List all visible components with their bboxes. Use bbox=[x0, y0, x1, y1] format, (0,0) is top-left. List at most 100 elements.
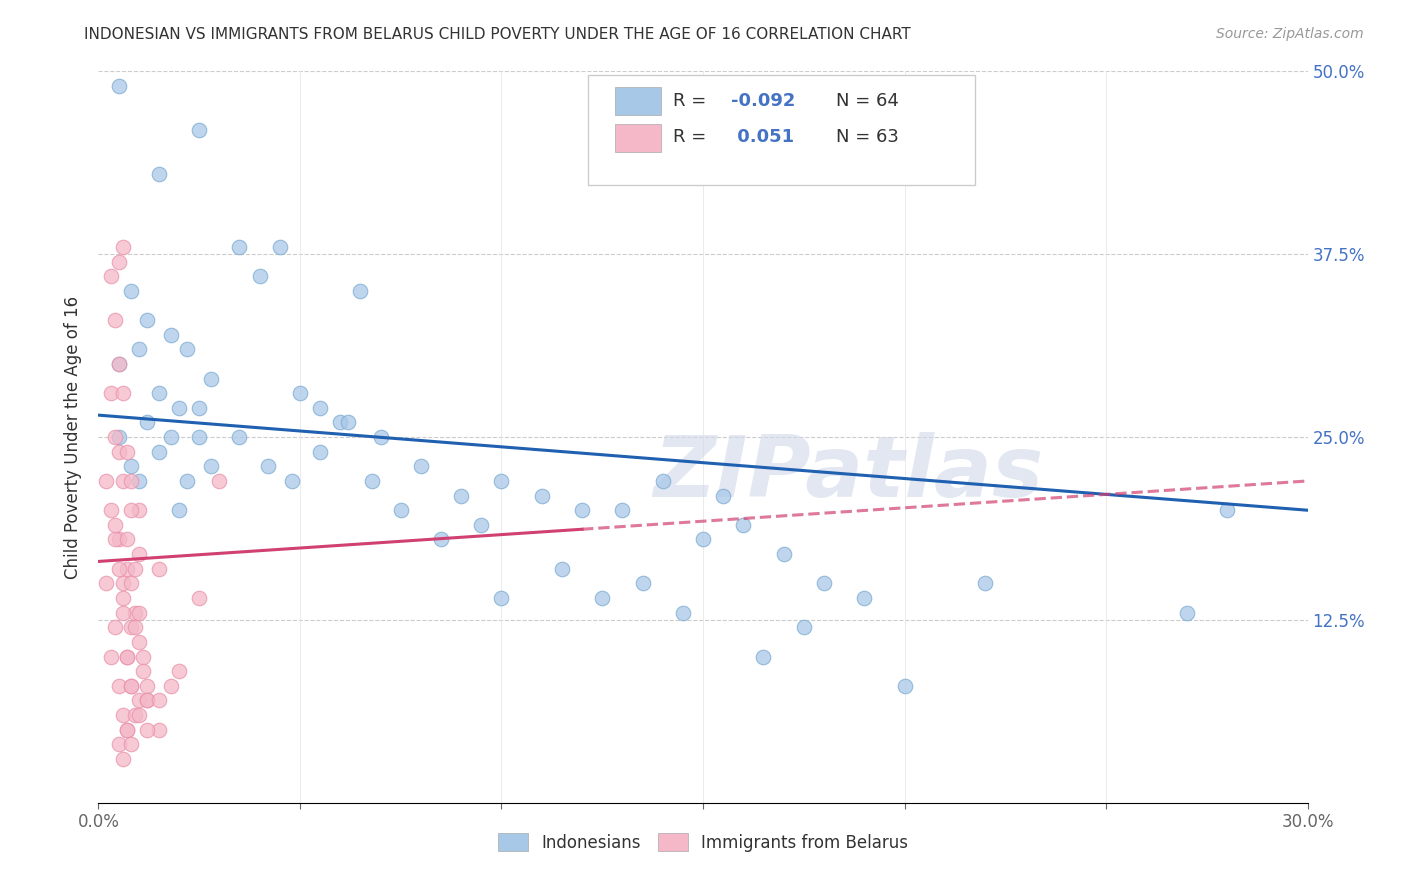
Text: R =: R = bbox=[672, 128, 711, 146]
Legend: Indonesians, Immigrants from Belarus: Indonesians, Immigrants from Belarus bbox=[489, 825, 917, 860]
Point bbox=[176, 474, 198, 488]
Point bbox=[591, 591, 613, 605]
Point bbox=[128, 693, 150, 707]
Point bbox=[128, 547, 150, 561]
Point bbox=[132, 664, 155, 678]
Point bbox=[450, 489, 472, 503]
Point bbox=[103, 533, 125, 547]
Point bbox=[711, 489, 734, 503]
Point bbox=[115, 723, 138, 737]
Point bbox=[409, 459, 432, 474]
FancyBboxPatch shape bbox=[588, 75, 976, 185]
Point bbox=[167, 664, 190, 678]
Point bbox=[370, 430, 392, 444]
Point bbox=[103, 517, 125, 532]
Point bbox=[793, 620, 815, 634]
Text: R =: R = bbox=[672, 92, 711, 110]
Point bbox=[188, 430, 211, 444]
Point bbox=[200, 371, 222, 385]
Point bbox=[107, 562, 129, 576]
Point bbox=[329, 416, 352, 430]
Text: 0.051: 0.051 bbox=[731, 128, 794, 146]
Point bbox=[115, 562, 138, 576]
FancyBboxPatch shape bbox=[614, 87, 661, 115]
Point bbox=[208, 474, 231, 488]
Point bbox=[530, 489, 553, 503]
Point bbox=[309, 444, 332, 458]
Point bbox=[167, 401, 190, 415]
Point bbox=[491, 474, 513, 488]
Point bbox=[176, 343, 198, 357]
Point bbox=[128, 606, 150, 620]
Point bbox=[148, 562, 170, 576]
Point bbox=[103, 313, 125, 327]
Point bbox=[111, 591, 134, 605]
Point bbox=[111, 606, 134, 620]
Point bbox=[160, 327, 183, 342]
Point bbox=[120, 576, 142, 591]
FancyBboxPatch shape bbox=[614, 124, 661, 152]
Y-axis label: Child Poverty Under the Age of 16: Child Poverty Under the Age of 16 bbox=[65, 295, 83, 579]
Point bbox=[1175, 606, 1198, 620]
Point bbox=[103, 620, 125, 634]
Point bbox=[148, 723, 170, 737]
Point bbox=[100, 386, 122, 401]
Point bbox=[893, 679, 915, 693]
Point bbox=[100, 503, 122, 517]
Point bbox=[160, 679, 183, 693]
Text: ZIPatlas: ZIPatlas bbox=[652, 432, 1043, 516]
Point bbox=[672, 606, 695, 620]
Point bbox=[115, 649, 138, 664]
Point bbox=[269, 240, 291, 254]
Point bbox=[107, 444, 129, 458]
Point bbox=[631, 576, 654, 591]
Point bbox=[200, 459, 222, 474]
Point bbox=[111, 240, 134, 254]
Point bbox=[128, 503, 150, 517]
Text: N = 63: N = 63 bbox=[837, 128, 898, 146]
Point bbox=[120, 284, 142, 298]
Point bbox=[107, 254, 129, 268]
Point bbox=[100, 269, 122, 284]
Point bbox=[188, 401, 211, 415]
Point bbox=[148, 693, 170, 707]
Point bbox=[128, 343, 150, 357]
Point bbox=[281, 474, 304, 488]
Point bbox=[389, 503, 412, 517]
Point bbox=[160, 430, 183, 444]
Point bbox=[120, 679, 142, 693]
Point bbox=[974, 576, 997, 591]
Point bbox=[115, 723, 138, 737]
Text: INDONESIAN VS IMMIGRANTS FROM BELARUS CHILD POVERTY UNDER THE AGE OF 16 CORRELAT: INDONESIAN VS IMMIGRANTS FROM BELARUS CH… bbox=[84, 27, 911, 42]
Point bbox=[120, 459, 142, 474]
Point bbox=[692, 533, 714, 547]
Point bbox=[100, 649, 122, 664]
Point bbox=[148, 444, 170, 458]
Point bbox=[288, 386, 311, 401]
Point bbox=[752, 649, 775, 664]
Point bbox=[148, 167, 170, 181]
Point bbox=[124, 606, 146, 620]
Point bbox=[167, 503, 190, 517]
Point bbox=[733, 517, 755, 532]
Point bbox=[135, 693, 157, 707]
Point bbox=[103, 430, 125, 444]
Point bbox=[470, 517, 492, 532]
Point bbox=[148, 386, 170, 401]
Point bbox=[111, 474, 134, 488]
Point bbox=[132, 649, 155, 664]
Point bbox=[249, 269, 271, 284]
Point bbox=[135, 416, 157, 430]
Point bbox=[337, 416, 360, 430]
Point bbox=[107, 737, 129, 751]
Point bbox=[135, 723, 157, 737]
Point bbox=[309, 401, 332, 415]
Point bbox=[107, 430, 129, 444]
Point bbox=[111, 752, 134, 766]
Point bbox=[111, 576, 134, 591]
Point bbox=[651, 474, 673, 488]
Point bbox=[430, 533, 453, 547]
Point bbox=[128, 635, 150, 649]
Point bbox=[128, 708, 150, 723]
Point bbox=[115, 649, 138, 664]
